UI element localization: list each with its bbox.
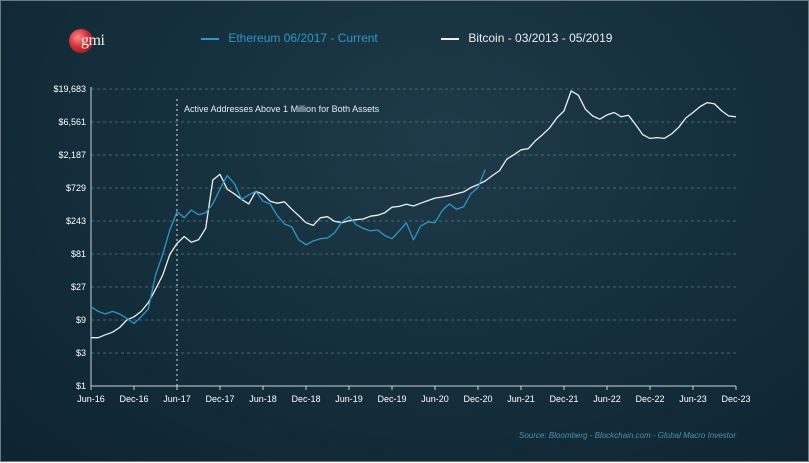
x-tick-label: Jun-23 bbox=[679, 394, 707, 404]
x-tick-label: Jun-19 bbox=[335, 394, 363, 404]
y-tick-label: $19,683 bbox=[53, 84, 86, 94]
legend-bitcoin: Bitcoin - 03/2013 - 05/2019 bbox=[441, 31, 612, 45]
y-tick-label: $243 bbox=[66, 216, 86, 226]
logo-text: gmi bbox=[81, 32, 105, 49]
y-tick-label: $9 bbox=[76, 315, 86, 325]
x-tick-label: Dec-20 bbox=[463, 394, 492, 404]
legend-ethereum-swatch bbox=[201, 37, 219, 40]
x-tick-label: Jun-21 bbox=[507, 394, 535, 404]
x-tick-label: Dec-22 bbox=[635, 394, 664, 404]
y-tick-label: $6,561 bbox=[58, 117, 86, 127]
legend-bitcoin-label: Bitcoin - 03/2013 - 05/2019 bbox=[468, 31, 613, 45]
legend-ethereum-label: Ethereum 06/2017 - Current bbox=[228, 31, 378, 45]
x-tick-label: Jun-18 bbox=[249, 394, 277, 404]
x-tick-label: Jun-20 bbox=[421, 394, 449, 404]
legend-ethereum: Ethereum 06/2017 - Current bbox=[201, 31, 378, 45]
x-tick-label: Dec-19 bbox=[377, 394, 406, 404]
x-tick-label: Dec-21 bbox=[549, 394, 578, 404]
y-tick-label: $81 bbox=[71, 249, 86, 259]
y-tick-label: $1 bbox=[76, 381, 86, 391]
x-tick-label: Jun-22 bbox=[593, 394, 621, 404]
y-tick-label: $2,187 bbox=[58, 150, 86, 160]
x-tick-label: Jun-16 bbox=[77, 394, 105, 404]
y-tick-label: $729 bbox=[66, 183, 86, 193]
source-note: Source: Bloomberg - Blockchain.com - Glo… bbox=[519, 431, 736, 440]
x-tick-label: Dec-17 bbox=[205, 394, 234, 404]
y-tick-label: $27 bbox=[71, 282, 86, 292]
x-tick-label: Dec-23 bbox=[721, 394, 750, 404]
annotation-text: Active Addresses Above 1 Million for Bot… bbox=[184, 104, 380, 114]
gmi-logo-icon bbox=[69, 29, 93, 53]
x-tick-label: Jun-17 bbox=[163, 394, 191, 404]
x-tick-label: Dec-18 bbox=[291, 394, 320, 404]
x-tick-label: Dec-16 bbox=[119, 394, 148, 404]
bitcoin-series-line bbox=[91, 90, 737, 339]
legend-bitcoin-swatch bbox=[441, 37, 459, 40]
ethereum-series-line bbox=[90, 169, 486, 325]
y-tick-label: $3 bbox=[76, 348, 86, 358]
